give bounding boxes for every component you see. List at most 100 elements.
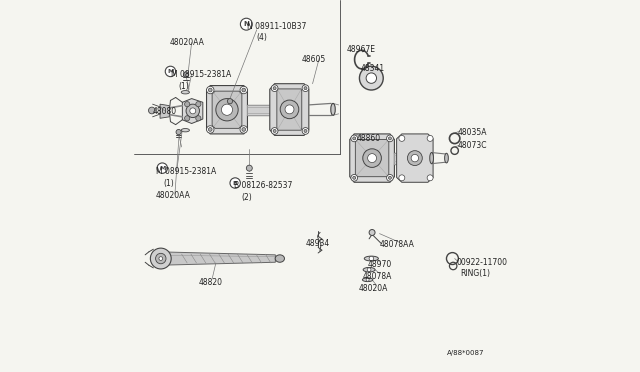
Polygon shape (355, 140, 389, 177)
Circle shape (271, 85, 278, 92)
Circle shape (351, 135, 358, 142)
Text: 48020A: 48020A (359, 284, 388, 293)
Text: 48967E: 48967E (347, 45, 376, 54)
Circle shape (399, 135, 405, 141)
Ellipse shape (331, 103, 335, 115)
Circle shape (411, 154, 419, 162)
Circle shape (227, 99, 232, 104)
Ellipse shape (445, 153, 449, 163)
Text: (1): (1) (179, 82, 189, 91)
Circle shape (216, 99, 238, 121)
Circle shape (408, 151, 422, 166)
Polygon shape (160, 104, 170, 118)
Text: M 08915-2381A: M 08915-2381A (172, 70, 232, 79)
Circle shape (427, 175, 433, 181)
Polygon shape (349, 134, 394, 182)
Circle shape (302, 85, 309, 92)
Circle shape (240, 126, 248, 133)
Circle shape (366, 278, 369, 281)
Circle shape (399, 175, 405, 181)
Circle shape (242, 128, 246, 131)
Circle shape (280, 100, 299, 119)
Circle shape (242, 88, 246, 92)
Polygon shape (394, 153, 428, 164)
Text: M 08915-2381A: M 08915-2381A (156, 167, 216, 176)
Text: B: B (233, 180, 237, 186)
Text: (1): (1) (163, 179, 174, 187)
Text: 48078AA: 48078AA (380, 240, 414, 249)
Circle shape (150, 248, 172, 269)
Circle shape (209, 128, 212, 131)
Circle shape (184, 102, 190, 107)
Circle shape (351, 174, 358, 181)
Circle shape (387, 174, 394, 181)
Circle shape (304, 129, 307, 132)
Text: 48035A: 48035A (458, 128, 487, 137)
Circle shape (273, 87, 276, 90)
Circle shape (159, 257, 163, 260)
Circle shape (157, 163, 168, 173)
Ellipse shape (363, 267, 375, 272)
Circle shape (304, 87, 307, 90)
Circle shape (360, 66, 383, 90)
Text: (4): (4) (257, 33, 268, 42)
Polygon shape (207, 86, 248, 134)
Circle shape (302, 128, 309, 134)
Polygon shape (248, 105, 294, 115)
Text: 48605: 48605 (301, 55, 326, 64)
Circle shape (190, 108, 196, 114)
Circle shape (196, 102, 201, 107)
Text: RING(1): RING(1) (461, 269, 491, 278)
Text: A/88*0087: A/88*0087 (447, 350, 484, 356)
Circle shape (241, 18, 252, 30)
Polygon shape (277, 89, 302, 130)
Text: 00922-11700: 00922-11700 (457, 258, 508, 267)
Circle shape (427, 135, 433, 141)
Circle shape (273, 129, 276, 132)
Circle shape (369, 256, 374, 261)
Text: 48820: 48820 (199, 278, 223, 287)
Polygon shape (397, 134, 433, 182)
Circle shape (387, 135, 394, 142)
Circle shape (367, 154, 376, 163)
Circle shape (353, 137, 356, 140)
Circle shape (176, 129, 181, 135)
Circle shape (156, 253, 166, 264)
Text: 48073C: 48073C (458, 141, 487, 150)
Text: 48341: 48341 (361, 64, 385, 73)
Circle shape (196, 116, 201, 121)
Circle shape (353, 176, 356, 179)
Text: 48078A: 48078A (363, 272, 392, 280)
Circle shape (221, 104, 232, 115)
Circle shape (285, 105, 294, 114)
Circle shape (184, 116, 190, 121)
Circle shape (207, 126, 214, 133)
Circle shape (186, 104, 200, 118)
Circle shape (271, 128, 278, 134)
Text: 48080: 48080 (152, 107, 177, 116)
Text: 48020AA: 48020AA (170, 38, 204, 47)
Text: M: M (167, 69, 173, 74)
Text: 48860: 48860 (356, 134, 381, 143)
Circle shape (246, 165, 252, 171)
Text: M: M (159, 166, 166, 171)
Text: 48934: 48934 (306, 239, 330, 248)
Text: 48020AA: 48020AA (156, 191, 191, 200)
Polygon shape (270, 84, 309, 135)
Circle shape (367, 268, 371, 272)
Text: (2): (2) (241, 193, 252, 202)
Polygon shape (159, 252, 275, 265)
Text: B 08126-82537: B 08126-82537 (234, 182, 292, 190)
Circle shape (209, 88, 212, 92)
Ellipse shape (181, 128, 189, 132)
Circle shape (230, 178, 241, 188)
Text: N: N (243, 21, 250, 27)
Circle shape (148, 107, 156, 114)
Polygon shape (212, 91, 242, 128)
Ellipse shape (362, 278, 373, 282)
Ellipse shape (275, 255, 284, 262)
Circle shape (207, 86, 214, 94)
Ellipse shape (364, 256, 378, 261)
Ellipse shape (429, 153, 433, 164)
Circle shape (165, 66, 175, 77)
